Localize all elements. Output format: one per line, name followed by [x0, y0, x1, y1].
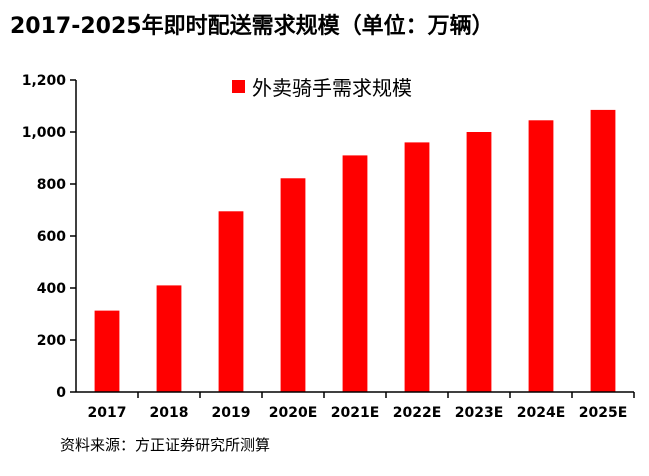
bar-2019 [218, 211, 244, 392]
x-tick-label: 2022E [393, 405, 442, 421]
legend-swatch [232, 80, 245, 93]
y-tick-label: 600 [37, 229, 66, 245]
x-tick-label: 2021E [331, 405, 380, 421]
x-axis-ticks: 2017 2018 2019 2020E 2021E 2022E 2023E 2024E 202… [88, 392, 635, 421]
bar-2020E [280, 178, 306, 392]
bar-2025E [590, 109, 616, 393]
legend: 外卖骑手需求规模 [232, 76, 412, 100]
bar-2017 [94, 310, 120, 392]
y-axis-ticks: 0 200 400 600 800 1,000 1,200 [22, 73, 76, 401]
x-tick-label: 2025E [579, 405, 628, 421]
y-tick-label: 1,000 [22, 125, 67, 141]
legend-label: 外卖骑手需求规模 [252, 76, 412, 100]
y-tick-label: 200 [37, 333, 66, 349]
bar-2021E [342, 155, 368, 392]
bars [94, 109, 616, 393]
x-tick-label: 2024E [517, 405, 566, 421]
y-tick-label: 1,200 [22, 73, 67, 89]
bar-2018 [156, 285, 182, 392]
x-tick-label: 2023E [455, 405, 504, 421]
y-tick-label: 400 [37, 281, 66, 297]
chart-source: 资料来源：方正证券研究所测算 [60, 436, 271, 454]
y-tick-label: 800 [37, 177, 66, 193]
bar-2022E [404, 142, 430, 392]
bar-2024E [528, 120, 554, 393]
x-tick-label: 2019 [212, 405, 251, 421]
y-tick-label: 0 [56, 385, 66, 401]
x-tick-label: 2017 [88, 405, 127, 421]
x-tick-label: 2020E [269, 405, 318, 421]
chart-title: 2017-2025年即时配送需求规模（单位：万辆） [10, 14, 494, 39]
bar-2023E [466, 132, 492, 392]
x-tick-label: 2018 [150, 405, 189, 421]
